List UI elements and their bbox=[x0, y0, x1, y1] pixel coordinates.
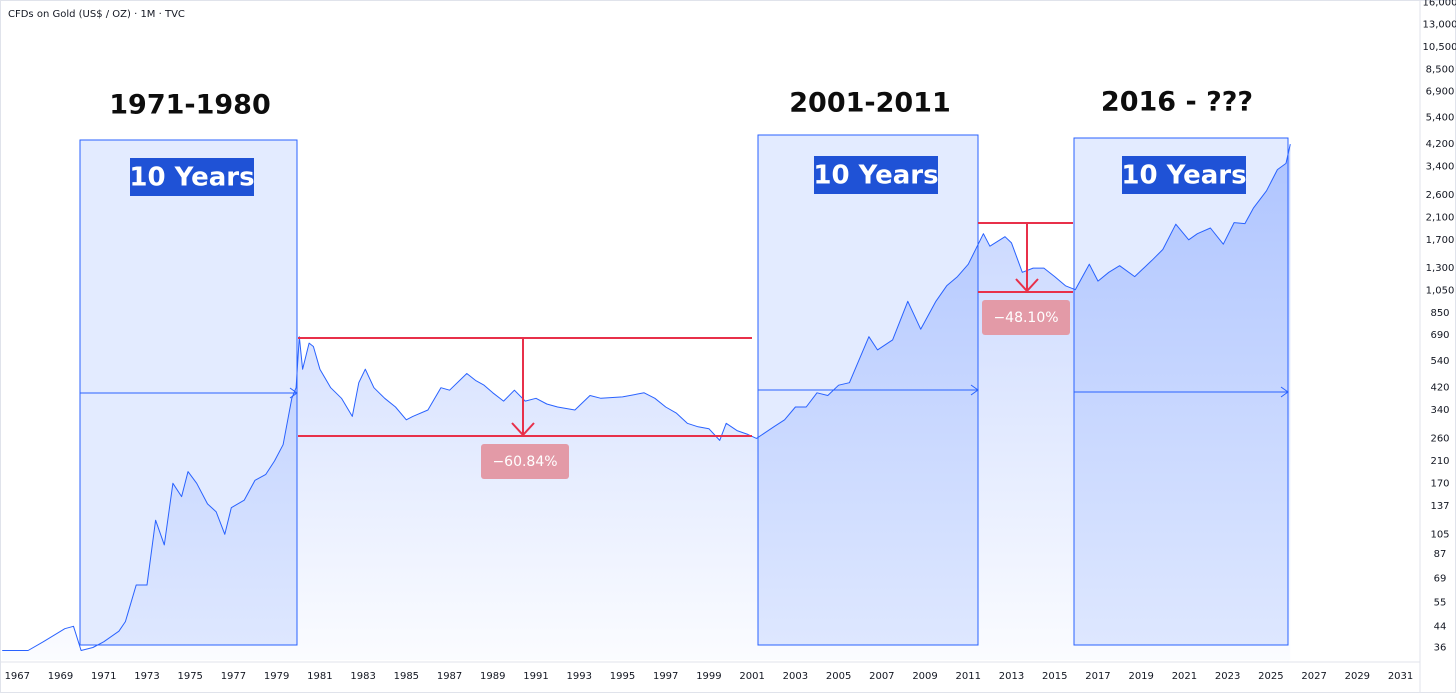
x-tick-label: 2027 bbox=[1301, 671, 1326, 682]
x-tick-label: 1991 bbox=[523, 671, 548, 682]
box-label-bg bbox=[130, 158, 254, 196]
y-tick-label: 6,900 bbox=[1426, 87, 1455, 98]
y-tick-label: 1,300 bbox=[1426, 263, 1455, 274]
x-tick-label: 1979 bbox=[264, 671, 289, 682]
chart-title: CFDs on Gold (US$ / OZ) · 1M · TVC bbox=[8, 9, 185, 20]
plot bbox=[2, 143, 1291, 661]
box-label: 10 Years bbox=[1121, 161, 1246, 191]
x-tick-label: 2001 bbox=[739, 671, 764, 682]
x-tick-label: 2025 bbox=[1258, 671, 1283, 682]
x-tick-label: 2007 bbox=[869, 671, 894, 682]
y-tick-label: 170 bbox=[1430, 478, 1449, 489]
drawdown-badge bbox=[481, 444, 569, 479]
x-tick-label: 1987 bbox=[437, 671, 462, 682]
x-tick-label: 1995 bbox=[610, 671, 635, 682]
x-tick-label: 2005 bbox=[826, 671, 851, 682]
x-tick-label: 1997 bbox=[653, 671, 678, 682]
y-tick-label: 5,400 bbox=[1426, 113, 1455, 124]
y-tick-label: 2,600 bbox=[1426, 190, 1455, 201]
x-tick-label: 2003 bbox=[783, 671, 808, 682]
y-tick-label: 55 bbox=[1434, 598, 1447, 609]
x-tick-label: 1983 bbox=[350, 671, 375, 682]
x-tick-label: 2019 bbox=[1128, 671, 1153, 682]
box-label: 10 Years bbox=[813, 161, 938, 191]
x-tick-label: 1999 bbox=[696, 671, 721, 682]
x-tick-label: 2031 bbox=[1388, 671, 1413, 682]
y-tick-label: 260 bbox=[1430, 433, 1449, 444]
y-tick-label: 850 bbox=[1430, 308, 1449, 319]
x-tick-label: 1989 bbox=[480, 671, 505, 682]
x-tick-label: 1975 bbox=[177, 671, 202, 682]
x-tick-label: 1977 bbox=[221, 671, 246, 682]
y-tick-label: 137 bbox=[1430, 501, 1449, 512]
y-tick-label: 1,700 bbox=[1426, 235, 1455, 246]
box-label: 10 Years bbox=[129, 163, 254, 193]
arrow-head bbox=[1015, 278, 1039, 293]
x-tick-label: 1971 bbox=[91, 671, 116, 682]
x-tick-label: 2013 bbox=[999, 671, 1024, 682]
area-fill bbox=[2, 144, 1291, 661]
period-label: 2001-2011 bbox=[789, 88, 951, 119]
x-tick-label: 1969 bbox=[48, 671, 73, 682]
x-tick-label: 2011 bbox=[956, 671, 981, 682]
drawdown-label: −48.10% bbox=[993, 310, 1058, 326]
x-tick-label: 2017 bbox=[1085, 671, 1110, 682]
y-tick-label: 4,200 bbox=[1426, 139, 1455, 150]
y-tick-label: 69 bbox=[1434, 574, 1447, 585]
y-tick-label: 690 bbox=[1430, 330, 1449, 341]
x-tick-label: 1981 bbox=[307, 671, 332, 682]
arrow-head bbox=[511, 422, 535, 437]
x-tick-label: 1993 bbox=[567, 671, 592, 682]
y-tick-label: 420 bbox=[1430, 383, 1449, 394]
y-tick-label: 105 bbox=[1430, 529, 1449, 540]
y-tick-label: 210 bbox=[1430, 456, 1449, 467]
y-tick-label: 10,500 bbox=[1423, 42, 1456, 53]
box-label-bg bbox=[1122, 156, 1246, 194]
y-tick-label: 1,050 bbox=[1426, 286, 1455, 297]
price-line bbox=[2, 143, 1291, 651]
x-tick-label: 1967 bbox=[5, 671, 30, 682]
y-tick-label: 540 bbox=[1430, 356, 1449, 367]
box-label-bg bbox=[814, 156, 938, 194]
y-tick-label: 44 bbox=[1434, 621, 1447, 632]
y-tick-label: 8,500 bbox=[1426, 65, 1455, 76]
drawdown-badge bbox=[982, 300, 1070, 335]
period-label: 2016 - ??? bbox=[1101, 87, 1253, 118]
x-tick-label: 2029 bbox=[1345, 671, 1370, 682]
x-tick-label: 2009 bbox=[912, 671, 937, 682]
y-tick-label: 16,000 bbox=[1423, 0, 1456, 9]
x-tick-label: 2023 bbox=[1215, 671, 1240, 682]
x-tick-label: 2015 bbox=[1042, 671, 1067, 682]
y-tick-label: 3,400 bbox=[1426, 161, 1455, 172]
x-tick-label: 2021 bbox=[1172, 671, 1197, 682]
y-tick-label: 13,000 bbox=[1423, 20, 1456, 31]
y-tick-label: 87 bbox=[1434, 549, 1447, 560]
y-tick-label: 36 bbox=[1434, 643, 1447, 654]
y-tick-label: 2,100 bbox=[1426, 212, 1455, 223]
x-tick-label: 1985 bbox=[394, 671, 419, 682]
y-tick-label: 340 bbox=[1430, 405, 1449, 416]
x-tick-label: 1973 bbox=[134, 671, 159, 682]
drawdown-label: −60.84% bbox=[492, 454, 557, 470]
drawdowns bbox=[298, 222, 1073, 437]
period-label: 1971-1980 bbox=[109, 90, 271, 121]
